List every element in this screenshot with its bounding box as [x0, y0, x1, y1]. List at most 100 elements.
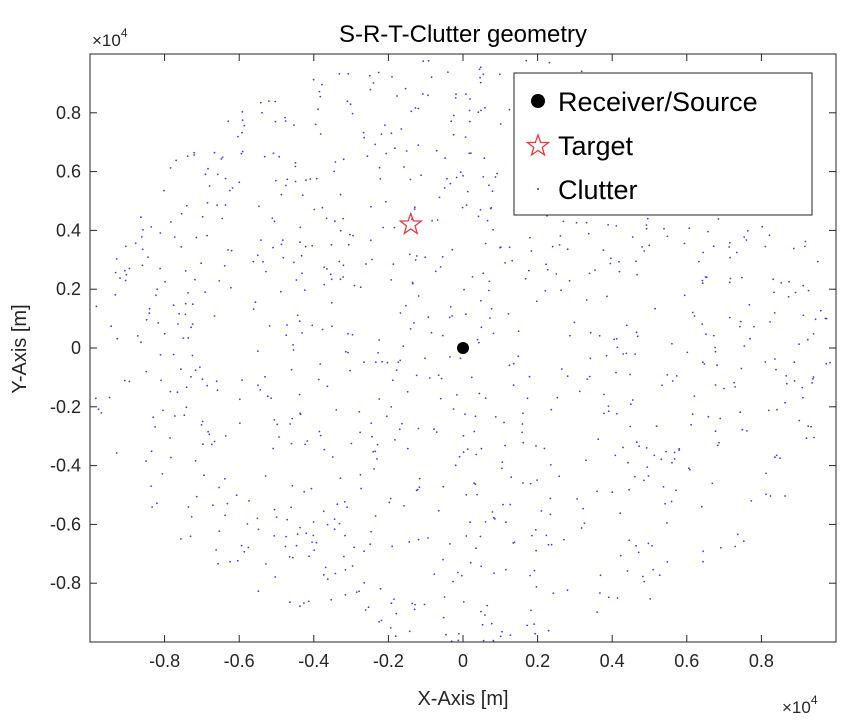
clutter-point	[401, 423, 403, 425]
clutter-point	[195, 460, 197, 462]
clutter-point	[260, 239, 262, 241]
clutter-point	[320, 133, 322, 135]
clutter-point	[485, 397, 487, 399]
clutter-point	[202, 216, 204, 218]
clutter-point	[227, 503, 229, 505]
clutter-point	[408, 541, 410, 543]
clutter-point	[606, 296, 608, 298]
clutter-point	[495, 176, 497, 178]
clutter-point	[299, 394, 301, 396]
clutter-point	[779, 457, 781, 459]
clutter-point	[478, 216, 480, 218]
clutter-point	[734, 546, 736, 548]
clutter-point	[394, 227, 396, 229]
clutter-point	[247, 523, 249, 525]
x-tick-label: -0.4	[298, 651, 329, 671]
clutter-point	[318, 379, 320, 381]
clutter-point	[804, 246, 806, 248]
clutter-point	[371, 436, 373, 438]
clutter-point	[548, 630, 550, 632]
clutter-point	[465, 313, 467, 315]
clutter-point	[218, 530, 220, 532]
clutter-point	[152, 416, 154, 418]
clutter-point	[490, 208, 492, 210]
clutter-point	[216, 204, 218, 206]
clutter-point	[274, 101, 276, 103]
clutter-point	[442, 256, 444, 258]
clutter-point	[330, 273, 332, 275]
clutter-point	[116, 338, 118, 340]
clutter-point	[142, 264, 144, 266]
clutter-point	[801, 387, 803, 389]
clutter-point	[392, 263, 394, 265]
clutter-point	[308, 601, 310, 603]
clutter-point	[146, 319, 148, 321]
clutter-point	[378, 72, 380, 74]
clutter-point	[207, 202, 209, 204]
clutter-point	[187, 292, 189, 294]
clutter-point	[761, 226, 763, 228]
clutter-point	[606, 355, 608, 357]
clutter-point	[549, 62, 551, 64]
clutter-point	[704, 363, 706, 365]
clutter-point	[522, 423, 524, 425]
clutter-point	[471, 377, 473, 379]
clutter-point	[813, 376, 815, 378]
clutter-point	[177, 391, 179, 393]
clutter-point	[265, 271, 267, 273]
legend: Receiver/Source Target Clutter	[514, 73, 812, 215]
clutter-point	[262, 261, 264, 263]
clutter-point	[381, 133, 383, 135]
clutter-point	[563, 539, 565, 541]
clutter-point	[299, 605, 301, 607]
clutter-point	[469, 110, 471, 112]
clutter-point	[529, 237, 531, 239]
clutter-point	[480, 66, 482, 68]
clutter-point	[402, 345, 404, 347]
clutter-point	[476, 494, 478, 496]
clutter-point	[437, 219, 439, 221]
clutter-point	[291, 369, 293, 371]
clutter-point	[720, 547, 722, 549]
clutter-point	[502, 504, 504, 506]
clutter-point	[406, 150, 408, 152]
clutter-point	[394, 147, 396, 149]
clutter-point	[334, 518, 336, 520]
clutter-point	[382, 227, 384, 229]
clutter-point	[495, 416, 497, 418]
clutter-point	[522, 442, 524, 444]
clutter-point	[702, 361, 704, 363]
clutter-point	[772, 278, 774, 280]
clutter-point	[369, 543, 371, 545]
clutter-point	[743, 540, 745, 542]
clutter-point	[600, 574, 602, 576]
clutter-point	[638, 445, 640, 447]
clutter-point	[488, 290, 490, 292]
clutter-point	[467, 191, 469, 193]
clutter-point	[753, 326, 755, 328]
clutter-point	[394, 439, 396, 441]
clutter-point	[390, 406, 392, 408]
clutter-point	[335, 409, 337, 411]
clutter-point	[207, 431, 209, 433]
clutter-point	[627, 462, 629, 464]
clutter-point	[274, 221, 276, 223]
clutter-point	[147, 256, 149, 258]
clutter-point	[331, 325, 333, 327]
clutter-point	[370, 531, 372, 533]
clutter-point	[342, 276, 344, 278]
clutter-point	[501, 467, 503, 469]
clutter-point	[433, 573, 435, 575]
clutter-point	[774, 312, 776, 314]
clutter-point	[459, 456, 461, 458]
clutter-point	[584, 522, 586, 524]
clutter-point	[164, 333, 166, 335]
clutter-point	[443, 617, 445, 619]
clutter-point	[339, 73, 341, 75]
clutter-point	[218, 487, 220, 489]
clutter-point	[746, 239, 748, 241]
clutter-point	[374, 144, 376, 146]
clutter-point	[686, 352, 688, 354]
clutter-point	[749, 338, 751, 340]
clutter-point	[331, 302, 333, 304]
